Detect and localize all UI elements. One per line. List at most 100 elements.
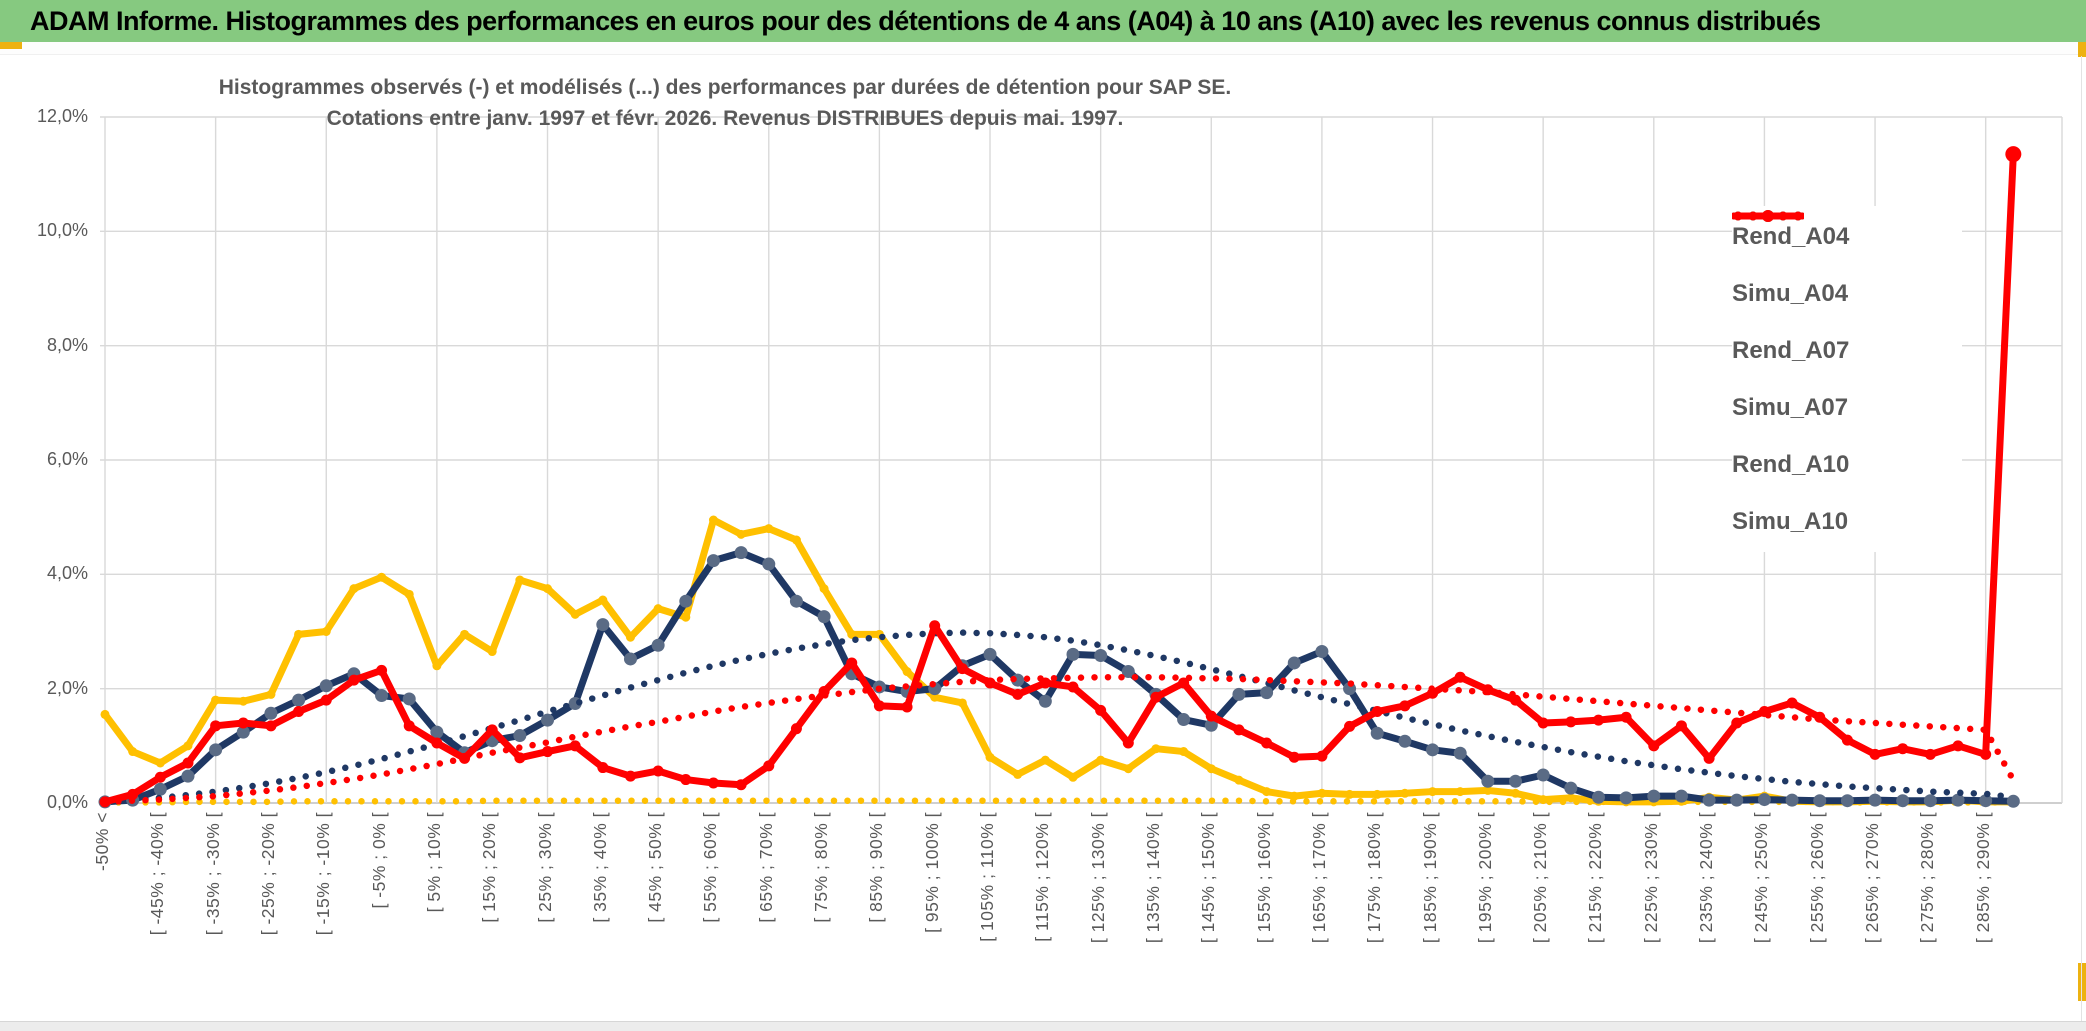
marker-Rend_A10 bbox=[210, 720, 222, 732]
marker-Rend_A10 bbox=[127, 788, 139, 800]
bottom-scrollbar[interactable] bbox=[0, 1021, 2086, 1031]
legend-label: Simu_A04 bbox=[1732, 279, 1849, 307]
marker-Rend_A04 bbox=[1123, 764, 1133, 774]
marker-Rend_A04 bbox=[100, 709, 110, 719]
marker-Rend_A10 bbox=[431, 737, 443, 749]
marker-Rend_A04 bbox=[128, 747, 138, 757]
marker-Rend_A10 bbox=[1399, 700, 1411, 712]
legend-item-Simu_A04[interactable]: Simu_A04 bbox=[1732, 211, 1962, 322]
gold-accent-top-left bbox=[0, 42, 22, 49]
series-Rend_A07[interactable] bbox=[101, 549, 2017, 806]
title-bar: ADAM Informe. Histogrammes des performan… bbox=[0, 0, 2086, 42]
marker-Rend_A10 bbox=[1537, 717, 1549, 729]
marker-Rend_A10 bbox=[1786, 697, 1798, 709]
x-tick-label: [ 195% ; 200% [ bbox=[1474, 812, 1495, 944]
marker-Rend_A04 bbox=[1511, 788, 1521, 798]
x-tick-label: [ 125% ; 130% [ bbox=[1087, 812, 1108, 944]
marker-Rend_A10 bbox=[901, 701, 913, 713]
series-Rend_A04[interactable] bbox=[101, 516, 2017, 806]
marker-Rend_A04 bbox=[266, 689, 276, 699]
marker-Rend_A07 bbox=[1591, 790, 1605, 804]
series-Simu_A07[interactable] bbox=[101, 629, 2017, 806]
marker-Rend_A04 bbox=[847, 629, 857, 639]
marker-Rend_A07 bbox=[1204, 718, 1218, 732]
marker-Rend_A04 bbox=[1013, 769, 1023, 779]
marker-Rend_A07 bbox=[541, 713, 555, 727]
y-tick-label: 4,0% bbox=[46, 563, 88, 584]
legend-item-Rend_A07[interactable]: Rend_A07 bbox=[1732, 210, 1962, 379]
marker-Rend_A07 bbox=[2006, 794, 2020, 808]
series-Simu_A04[interactable] bbox=[101, 797, 2017, 806]
marker-Rend_A10 bbox=[707, 777, 719, 789]
marker-Rend_A07 bbox=[789, 594, 803, 608]
marker-Rend_A10 bbox=[597, 762, 609, 774]
marker-Rend_A10 bbox=[182, 757, 194, 769]
chart-title-line1: Histogrammes observés (-) et modélisés (… bbox=[218, 76, 1232, 99]
marker-Rend_A04 bbox=[294, 629, 304, 639]
marker-Rend_A07 bbox=[319, 679, 333, 693]
marker-Rend_A10 bbox=[348, 674, 360, 686]
marker-Rend_A10 bbox=[2005, 146, 2022, 163]
marker-Rend_A07 bbox=[1896, 794, 1910, 808]
marker-Rend_A07 bbox=[236, 725, 250, 739]
x-tick-label: [ 175% ; 180% [ bbox=[1364, 812, 1385, 944]
marker-Rend_A04 bbox=[1400, 788, 1410, 798]
marker-Rend_A04 bbox=[211, 695, 221, 705]
y-tick-label: 6,0% bbox=[46, 448, 88, 469]
marker-Rend_A10 bbox=[542, 746, 554, 758]
marker-Rend_A04 bbox=[404, 589, 414, 599]
x-tick-label: [ 95% ; 100% [ bbox=[921, 812, 942, 933]
y-tick-label: 2,0% bbox=[46, 677, 88, 698]
y-tick-label: 10,0% bbox=[36, 220, 88, 241]
legend-item-Simu_A07[interactable]: Simu_A07 bbox=[1732, 211, 1962, 436]
marker-Rend_A07 bbox=[679, 594, 693, 608]
marker-Rend_A10 bbox=[376, 664, 388, 676]
marker-Rend_A04 bbox=[321, 626, 331, 636]
marker-Rend_A07 bbox=[1840, 794, 1854, 808]
marker-Rend_A10 bbox=[1952, 740, 1964, 752]
gold-accent-top-right bbox=[2078, 42, 2086, 57]
legend-item-Rend_A10[interactable]: Rend_A10 bbox=[1732, 210, 1962, 493]
marker-Rend_A10 bbox=[1344, 720, 1356, 732]
marker-Rend_A10 bbox=[293, 706, 305, 718]
marker-Rend_A04 bbox=[902, 667, 912, 677]
marker-Rend_A07 bbox=[651, 638, 665, 652]
marker-Rend_A10 bbox=[265, 720, 277, 732]
marker-Rend_A10 bbox=[1565, 716, 1577, 728]
marker-Rend_A07 bbox=[1287, 656, 1301, 670]
x-tick-label: [ 55% ; 60% [ bbox=[700, 812, 721, 923]
right-edge-divider bbox=[2081, 56, 2082, 1021]
legend: Rend_A04 Simu_A04 Rend_A07 Simu_A07 Rend_A10… bbox=[1732, 206, 1962, 552]
marker-Rend_A10 bbox=[1150, 691, 1162, 703]
marker-Rend_A04 bbox=[791, 535, 801, 545]
x-tick-label: [ 5% ; 10% [ bbox=[423, 812, 444, 913]
series-Rend_A10[interactable] bbox=[101, 150, 2017, 806]
marker-Rend_A10 bbox=[1261, 737, 1273, 749]
marker-Rend_A07 bbox=[375, 689, 389, 703]
x-tick-label: [ 105% ; 110% [ bbox=[977, 812, 998, 942]
marker-Rend_A04 bbox=[377, 572, 387, 582]
x-tick-label: [ -5% ; 0% [ bbox=[368, 812, 389, 909]
marker-Rend_A04 bbox=[1262, 787, 1272, 797]
marker-Rend_A10 bbox=[929, 620, 941, 632]
marker-Rend_A04 bbox=[1538, 795, 1548, 805]
marker-Rend_A04 bbox=[985, 752, 995, 762]
marker-Rend_A10 bbox=[624, 770, 636, 782]
legend-label: Rend_A07 bbox=[1732, 336, 1850, 364]
y-tick-label: 12,0% bbox=[36, 105, 88, 126]
marker-Rend_A10 bbox=[514, 752, 526, 764]
marker-Rend_A04 bbox=[681, 612, 691, 622]
marker-Rend_A07 bbox=[1426, 743, 1440, 757]
chart-title-line2: Cotations entre janv. 1997 et févr. 2026… bbox=[326, 107, 1124, 130]
gold-accent-bottom-right bbox=[2078, 963, 2086, 1001]
legend-item-Simu_A10[interactable]: Simu_A10 bbox=[1732, 211, 1962, 550]
marker-Rend_A10 bbox=[1122, 737, 1134, 749]
x-tick-label: [ 155% ; 160% [ bbox=[1253, 812, 1274, 944]
marker-Rend_A04 bbox=[1345, 789, 1355, 799]
x-tick-label: [ 65% ; 70% [ bbox=[755, 812, 776, 923]
marker-Rend_A10 bbox=[846, 657, 858, 669]
marker-Rend_A04 bbox=[1455, 787, 1465, 797]
marker-Rend_A10 bbox=[1592, 714, 1604, 726]
marker-Rend_A07 bbox=[1757, 793, 1771, 807]
